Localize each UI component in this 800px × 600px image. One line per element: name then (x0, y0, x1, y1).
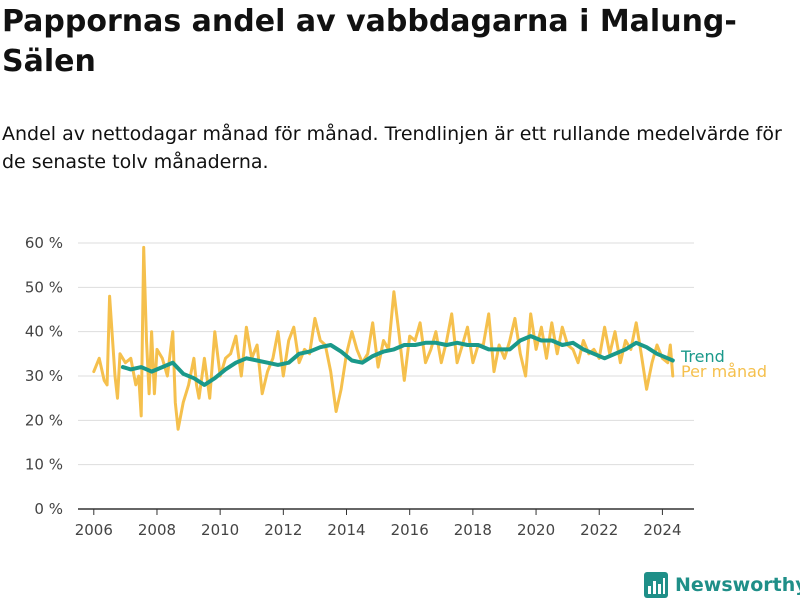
chart-title: Pappornas andel av vabbdagarna i Malung-… (2, 4, 737, 79)
y-tick-label: 50 % (25, 278, 63, 296)
x-tick-label: 2014 (327, 521, 365, 539)
chart-subtitle: Andel av nettodagar månad för månad. Tre… (2, 123, 782, 173)
x-tick-label: 2018 (454, 521, 492, 539)
x-tick-label: 2008 (138, 521, 176, 539)
line-chart: 0 % 10 % 20 % 30 % 40 % 50 % 60 % 2006 2008 2010 2… (25, 234, 767, 539)
newsworthy-logo: Newsworthy (644, 571, 800, 599)
series-line-per-manad (92, 245, 675, 431)
y-tick-label: 40 % (25, 323, 63, 341)
x-axis (78, 508, 694, 515)
series-lines (92, 245, 675, 431)
x-tick-label: 2006 (75, 521, 113, 539)
legend-label-per-manad: Per månad (681, 362, 767, 381)
x-tick-label: 2020 (517, 521, 555, 539)
tick-labels: 0 % 10 % 20 % 30 % 40 % 50 % 60 % 2006 2008 2010 2… (25, 234, 682, 539)
series-line-trend (120, 334, 675, 387)
legend-label-trend: Trend (680, 347, 725, 366)
y-tick-label: 30 % (25, 367, 63, 385)
x-tick-label: 2012 (264, 521, 302, 539)
x-tick-label: 2010 (201, 521, 239, 539)
y-tick-label: 20 % (25, 411, 63, 429)
x-tick-label: 2016 (391, 521, 429, 539)
bar-chart-icon (644, 572, 668, 598)
y-tick-label: 60 % (25, 234, 63, 252)
y-tick-label: 0 % (34, 500, 63, 518)
brand-name: Newsworthy (675, 574, 800, 596)
gridlines (78, 242, 694, 466)
x-tick-label: 2024 (643, 521, 681, 539)
y-tick-label: 10 % (25, 456, 63, 474)
x-tick-label: 2022 (580, 521, 618, 539)
